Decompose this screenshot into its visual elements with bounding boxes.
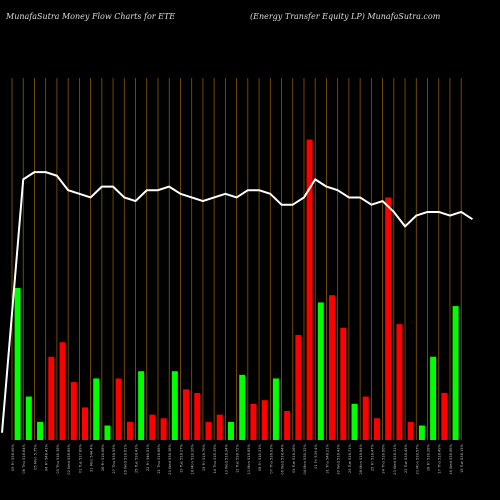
- money-flow-bar: [340, 327, 347, 440]
- x-tick-label: 19 Tue 518.27%: [179, 443, 183, 473]
- money-flow-bar: [441, 392, 448, 440]
- x-tick-label: 30 Wed 518.43%: [337, 443, 341, 474]
- chart-subtitle: (Energy Transfer Equity LP) MunafaSutra.…: [250, 12, 441, 21]
- money-flow-bar: [25, 396, 32, 440]
- money-flow-bar: [284, 411, 291, 440]
- money-flow-bar: [239, 374, 246, 440]
- money-flow-bars: [14, 139, 459, 441]
- x-tick-label: 12 Tue 538.72%: [236, 443, 240, 473]
- x-tick-label: 27 Thu 538.59%: [112, 443, 116, 473]
- x-tick-label: 22 Fri 546.51%: [146, 443, 150, 471]
- x-tick-label: 01 Tue 517.89%: [78, 443, 82, 473]
- x-tick-label: 04 Fri 548.41%: [45, 443, 49, 471]
- date-tick-labels: 09 Fri 538.96% 08 Thu 518.84% 05 Mon 5.75%…: [11, 443, 464, 474]
- x-tick-label: 28 Fri 518.68%: [101, 443, 105, 471]
- x-tick-label: 16 Wed 538.56%: [449, 443, 453, 474]
- money-flow-bar: [351, 403, 358, 440]
- money-flow-bar: [430, 356, 437, 440]
- x-tick-label: 21 Mon 518.57%: [415, 443, 419, 474]
- price-line: [1, 171, 473, 433]
- money-flow-bar: [171, 371, 178, 440]
- vertical-grid-lines: [11, 78, 462, 440]
- x-tick-label: 06 Wed 518.44%: [281, 443, 285, 474]
- x-tick-label: 31 Mon 544.4%: [90, 443, 94, 472]
- money-flow-bar: [81, 407, 88, 440]
- x-tick-label: 11 Mon 518.65%: [247, 443, 251, 474]
- x-tick-label: 24 Thu 518.66%: [382, 443, 386, 473]
- money-flow-bar: [37, 421, 44, 440]
- x-tick-label: 14 Thu 518.39%: [213, 443, 217, 473]
- money-flow-bar: [14, 287, 21, 440]
- x-tick-label: 22 Tue 538.45%: [404, 443, 408, 473]
- x-tick-label: 04 Mon 538.32%: [303, 443, 307, 474]
- x-tick-label: 09 Fri 538.96%: [11, 443, 15, 471]
- price-line-layer: [1, 171, 473, 433]
- x-tick-label: 02 Wed 538.85%: [67, 443, 71, 474]
- x-tick-label: 07 Thu 538.93%: [269, 443, 273, 473]
- money-flow-bar: [126, 421, 133, 440]
- money-flow-bar: [216, 414, 223, 440]
- chart-title: MunafaSutra Money Flow Charts for ETE: [6, 12, 176, 21]
- money-flow-bar: [261, 400, 268, 440]
- x-tick-label: 15 Fri 518.76%: [202, 443, 206, 471]
- money-flow-bar: [418, 425, 425, 440]
- money-flow-bar: [160, 418, 167, 440]
- money-flow-bar: [48, 356, 55, 440]
- x-tick-label: 25 Tue 538.43%: [135, 443, 139, 473]
- x-tick-label: 08 Thu 518.84%: [22, 443, 26, 473]
- x-tick-label: 31 Thu 548.21%: [325, 443, 329, 473]
- money-flow-bar: [452, 306, 459, 440]
- money-flow-bar: [306, 139, 313, 441]
- money-flow-bar: [329, 295, 336, 440]
- x-tick-label: 20 Wed 538.38%: [168, 443, 172, 474]
- money-flow-bar: [227, 421, 234, 440]
- x-tick-label: 03 Thu 518.38%: [56, 443, 60, 473]
- x-tick-label: 23 Wed 518.31%: [393, 443, 397, 474]
- money-flow-bar: [407, 421, 414, 440]
- x-tick-label: 17 Thu 518.49%: [438, 443, 442, 473]
- x-tick-label: 08 Fri 518.31%: [258, 443, 262, 471]
- x-tick-label: 29 Tue 518.71%: [348, 443, 352, 473]
- x-tick-label: 05 Mon 5.75%: [33, 443, 37, 469]
- x-tick-label: 01 Fri 539.4%: [314, 443, 318, 468]
- money-flow-bar: [115, 378, 122, 440]
- money-flow-bar: [373, 418, 380, 440]
- money-flow-bar: [250, 403, 257, 440]
- money-flow-bar: [93, 378, 100, 440]
- money-flow-bar: [295, 335, 302, 440]
- x-tick-label: 21 Thu 518.68%: [157, 443, 161, 473]
- money-flow-bar: [183, 389, 190, 440]
- money-flow-bar: [396, 324, 403, 440]
- money-flow-bar: [194, 392, 201, 440]
- money-flow-bar: [149, 414, 156, 440]
- money-flow-bar: [104, 425, 111, 440]
- x-tick-label: 18 Mon 518.26%: [191, 443, 195, 474]
- money-flow-bar: [70, 382, 77, 440]
- x-tick-label: 26 Wed 518.61%: [123, 443, 127, 474]
- x-tick-label: 05 Tue 518.28%: [292, 443, 296, 473]
- x-tick-label: 25 Fri 518.47%: [370, 443, 374, 471]
- money-flow-bar: [205, 421, 212, 440]
- x-tick-label: 15 Tue 538.15%: [460, 443, 464, 473]
- x-tick-label: 28 Mon 518.64%: [359, 443, 363, 474]
- x-tick-label: 18 Fri 518.28%: [427, 443, 431, 471]
- money-flow-bar: [385, 197, 392, 440]
- money-flow-bar: [272, 378, 279, 440]
- money-flow-bar: [362, 396, 369, 440]
- money-flow-bar: [59, 342, 66, 440]
- money-flow-bar: [317, 302, 324, 440]
- money-flow-bar: [138, 371, 145, 440]
- x-tick-label: 13 Wed 518.34%: [224, 443, 228, 474]
